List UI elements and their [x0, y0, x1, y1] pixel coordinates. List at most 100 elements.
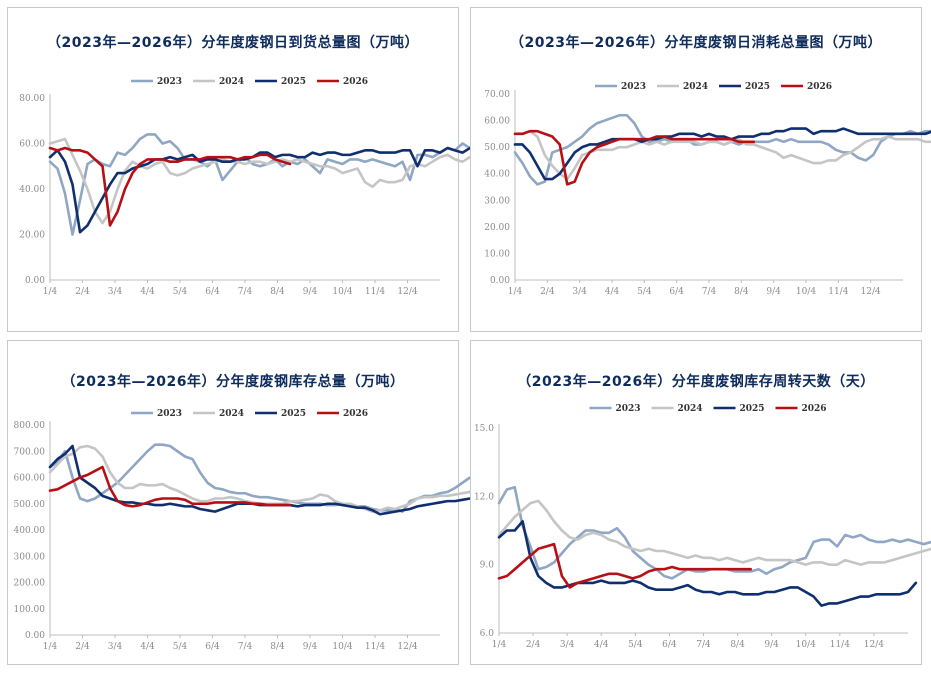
- x-tick-label: 1/4: [43, 287, 58, 297]
- y-tick-label: 9.0: [480, 561, 495, 571]
- legend-label: 2026: [343, 409, 368, 419]
- series-line-2026: [48, 465, 292, 508]
- x-tick-label: 10/4: [332, 287, 352, 297]
- x-tick-label: 3/4: [108, 287, 123, 297]
- x-tick-label: 4/4: [594, 640, 609, 650]
- y-tick-label: 40.00: [19, 185, 45, 195]
- x-tick-label: 10/4: [796, 640, 816, 650]
- x-tick-label: 2/4: [75, 642, 90, 652]
- x-tick-label: 9/4: [303, 287, 318, 297]
- x-tick-label: 7/4: [238, 642, 253, 652]
- y-tick-label: 0.00: [25, 631, 45, 641]
- chart-title: （2023年—2026年）分年度废钢日消耗总量图（万吨）: [510, 35, 882, 51]
- x-tick-label: 7/4: [238, 287, 253, 297]
- legend-label: 2025: [281, 409, 306, 419]
- chart-title: （2023年—2026年）分年度废钢库存总量（万吨）: [61, 374, 405, 390]
- x-tick-label: 2/4: [540, 287, 555, 297]
- x-tick-label: 7/4: [702, 287, 717, 297]
- y-tick-label: 0.00: [490, 276, 510, 286]
- series-line-2026: [497, 542, 752, 589]
- x-tick-label: 5/4: [173, 287, 188, 297]
- x-tick-label: 10/4: [332, 642, 352, 652]
- x-tick-label: 6/4: [669, 287, 684, 297]
- x-tick-label: 1/4: [43, 642, 58, 652]
- x-tick-label: 3/4: [560, 640, 575, 650]
- y-tick-label: 6.0: [480, 629, 495, 639]
- x-tick-label: 11/4: [365, 642, 385, 652]
- legend-label: 2024: [219, 77, 244, 87]
- x-tick-label: 11/4: [365, 287, 385, 297]
- x-tick-label: 8/4: [730, 640, 745, 650]
- x-tick-label: 9/4: [766, 287, 781, 297]
- y-tick-label: 70.00: [484, 90, 510, 100]
- x-tick-label: 4/4: [605, 287, 620, 297]
- x-tick-label: 2/4: [526, 640, 541, 650]
- y-tick-label: 30.00: [484, 196, 510, 206]
- y-tick-label: 0.00: [25, 276, 45, 286]
- x-tick-label: 6/4: [205, 287, 220, 297]
- y-tick-label: 60.00: [19, 140, 45, 150]
- y-tick-label: 20.00: [484, 223, 510, 233]
- y-tick-label: 800.00: [14, 421, 46, 431]
- legend-label: 2023: [157, 77, 182, 87]
- x-tick-label: 12/4: [864, 640, 884, 650]
- series-line-2024: [513, 129, 931, 181]
- legend-label: 2025: [740, 404, 765, 414]
- x-tick-label: 3/4: [572, 287, 587, 297]
- x-tick-label: 1/4: [492, 640, 507, 650]
- x-tick-label: 3/4: [108, 642, 123, 652]
- x-tick-label: 5/4: [173, 642, 188, 652]
- legend-label: 2024: [678, 404, 703, 414]
- legend-label: 2023: [621, 82, 646, 92]
- x-tick-label: 12/4: [397, 642, 417, 652]
- x-tick-label: 9/4: [303, 642, 318, 652]
- y-tick-label: 600.00: [14, 474, 46, 484]
- x-tick-label: 4/4: [140, 642, 155, 652]
- y-tick-label: 100.00: [14, 605, 46, 615]
- x-tick-label: 10/4: [796, 287, 816, 297]
- series-line-2026: [48, 146, 292, 227]
- series-line-2023: [48, 443, 487, 513]
- x-tick-label: 12/4: [397, 287, 417, 297]
- chart-panel-consumption: （2023年—2026年）分年度废钢日消耗总量图（万吨） 0.00 10.00 20…: [470, 7, 931, 332]
- legend-label: 2026: [807, 82, 832, 92]
- y-tick-label: 15.0: [474, 424, 494, 434]
- legend-label: 2026: [802, 404, 827, 414]
- legend-label: 2025: [745, 82, 770, 92]
- y-tick-label: 300.00: [14, 552, 46, 562]
- x-tick-label: 8/4: [734, 287, 749, 297]
- series-line-2026: [513, 129, 756, 186]
- y-tick-label: 80.00: [19, 94, 45, 104]
- chart-svg: 0.00 10.00 20.00 30.00 40.00 50.00 60.00 70.00 1…: [484, 82, 931, 297]
- legend-label: 2023: [616, 404, 641, 414]
- x-tick-label: 11/4: [830, 640, 850, 650]
- chart-svg: 0.00 20.00 40.00 60.00 80.00 1/4 2/4 3/4 4/4 5/4 6…: [19, 77, 487, 297]
- x-tick-label: 6/4: [662, 640, 677, 650]
- y-tick-label: 60.00: [484, 117, 510, 127]
- legend-label: 2024: [683, 82, 708, 92]
- chart-title: （2023年—2026年）分年度废钢库存周转天数（天）: [517, 374, 875, 390]
- x-tick-label: 8/4: [270, 642, 285, 652]
- y-tick-label: 700.00: [14, 447, 46, 457]
- y-tick-label: 400.00: [14, 526, 46, 536]
- chart-panel-turnover: （2023年—2026年）分年度废钢库存周转天数（天） 6.0 9.0 12.0 15…: [470, 340, 931, 665]
- series-line-2024: [48, 137, 487, 225]
- y-tick-label: 40.00: [484, 170, 510, 180]
- x-tick-label: 5/4: [628, 640, 643, 650]
- legend-label: 2025: [281, 77, 306, 87]
- y-tick-label: 12.0: [474, 492, 494, 502]
- chart-panel-arrival: （2023年—2026年）分年度废钢日到货总量图（万吨） 0.00 20.00 40…: [7, 7, 487, 332]
- y-tick-label: 20.00: [19, 231, 45, 241]
- series-line-2025: [48, 146, 487, 234]
- series-line-2024: [497, 499, 931, 566]
- x-tick-label: 4/4: [140, 287, 155, 297]
- x-tick-label: 12/4: [861, 287, 881, 297]
- x-tick-label: 5/4: [637, 287, 652, 297]
- legend-label: 2024: [219, 409, 244, 419]
- y-tick-label: 500.00: [14, 500, 46, 510]
- legend-label: 2023: [157, 409, 182, 419]
- series-line-2023: [48, 133, 487, 236]
- x-tick-label: 11/4: [828, 287, 848, 297]
- x-tick-label: 7/4: [696, 640, 711, 650]
- x-tick-label: 1/4: [508, 287, 523, 297]
